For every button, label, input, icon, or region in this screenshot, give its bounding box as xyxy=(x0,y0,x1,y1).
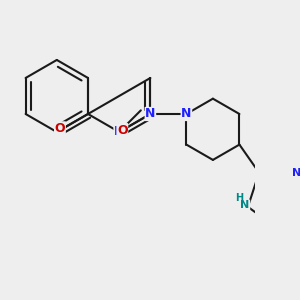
Text: N: N xyxy=(145,107,156,121)
Text: O: O xyxy=(117,124,128,137)
Text: N: N xyxy=(240,200,250,210)
Text: N: N xyxy=(181,107,192,121)
Text: N: N xyxy=(114,125,124,139)
Text: O: O xyxy=(55,122,65,135)
Text: H: H xyxy=(235,193,243,203)
Text: N: N xyxy=(292,168,300,178)
